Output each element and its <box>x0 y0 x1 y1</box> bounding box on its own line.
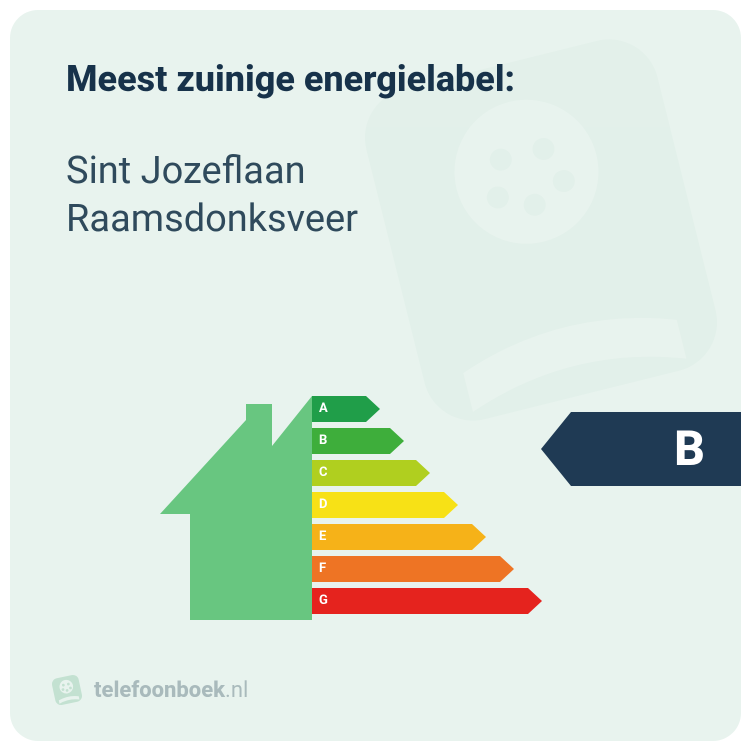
bar-letter: B <box>319 428 327 454</box>
brand-bold: telefoonboek <box>94 678 225 703</box>
bar-letter: G <box>319 588 328 614</box>
location-text: Sint Jozeflaan Raamsdonksveer <box>66 148 685 243</box>
footer-brand: telefoonboek.nl <box>50 673 248 707</box>
badge-letter: B <box>674 412 705 486</box>
bar-letter: D <box>319 492 327 518</box>
badge-shape <box>541 412 741 486</box>
bar-letter: F <box>319 556 326 582</box>
brand-name: telefoonboek.nl <box>94 678 248 703</box>
bar-letter: E <box>319 524 326 550</box>
bar-letter: C <box>319 460 328 486</box>
card-title: Meest zuinige energielabel: <box>66 58 685 100</box>
info-card: Meest zuinige energielabel: Sint Jozefla… <box>10 10 741 741</box>
brand-tld: .nl <box>225 678 248 703</box>
content-wrapper: Meest zuinige energielabel: Sint Jozefla… <box>10 10 741 741</box>
brand-logo-icon <box>47 670 87 710</box>
selected-label-badge: B <box>541 412 741 486</box>
house-icon <box>160 396 312 624</box>
bar-letter: A <box>319 396 328 422</box>
location-line1: Sint Jozeflaan <box>66 149 306 193</box>
energy-chart: ABCDEFG B <box>10 388 741 628</box>
location-line2: Raamsdonksveer <box>66 197 358 241</box>
